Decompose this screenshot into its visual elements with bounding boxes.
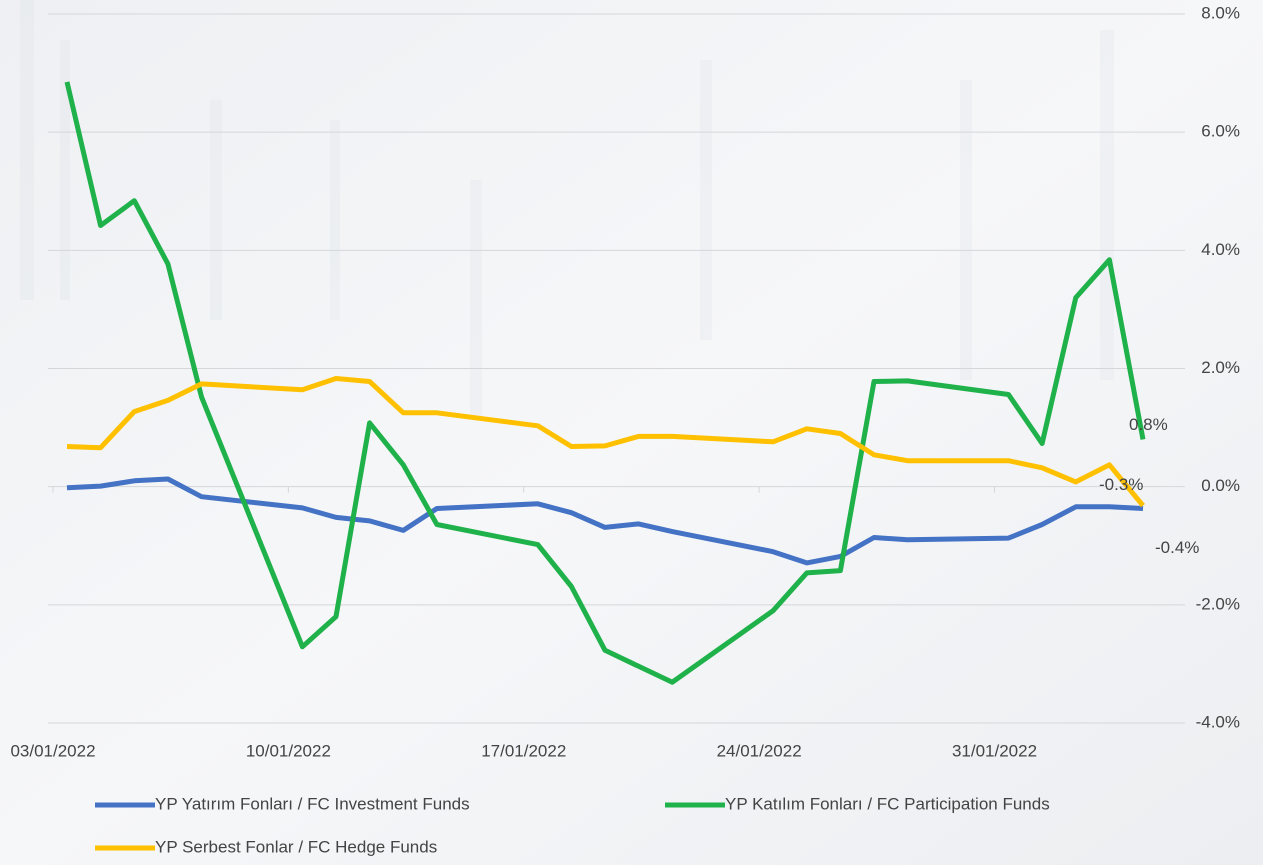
y-tick-label: 0.0% [1201,476,1240,495]
data-label: 0.8% [1129,415,1168,434]
x-tick-label: 17/01/2022 [481,741,566,760]
legend-label: YP Serbest Fonlar / FC Hedge Funds [155,837,437,856]
y-tick-label: 4.0% [1201,240,1240,259]
y-tick-label: 8.0% [1201,3,1240,22]
chart: 8.0% 6.0% 4.0% 2.0% 0.0% -2.0% -4.0% 03/01/2022… [0,0,1263,865]
y-tick-label: -2.0% [1196,594,1240,613]
x-tick-label: 03/01/2022 [10,741,95,760]
x-tick-label: 10/01/2022 [246,741,331,760]
data-label: -0.4% [1155,538,1199,557]
x-tick-label: 31/01/2022 [952,741,1037,760]
data-label: -0.3% [1099,475,1143,494]
background [0,0,1263,865]
y-tick-label: 2.0% [1201,358,1240,377]
y-tick-label: 6.0% [1201,122,1240,141]
y-tick-label: -4.0% [1196,712,1240,731]
x-tick-label: 24/01/2022 [717,741,802,760]
legend-label: YP Yatırım Fonları / FC Investment Funds [155,794,470,813]
legend-label: YP Katılım Fonları / FC Participation Fu… [725,794,1050,813]
